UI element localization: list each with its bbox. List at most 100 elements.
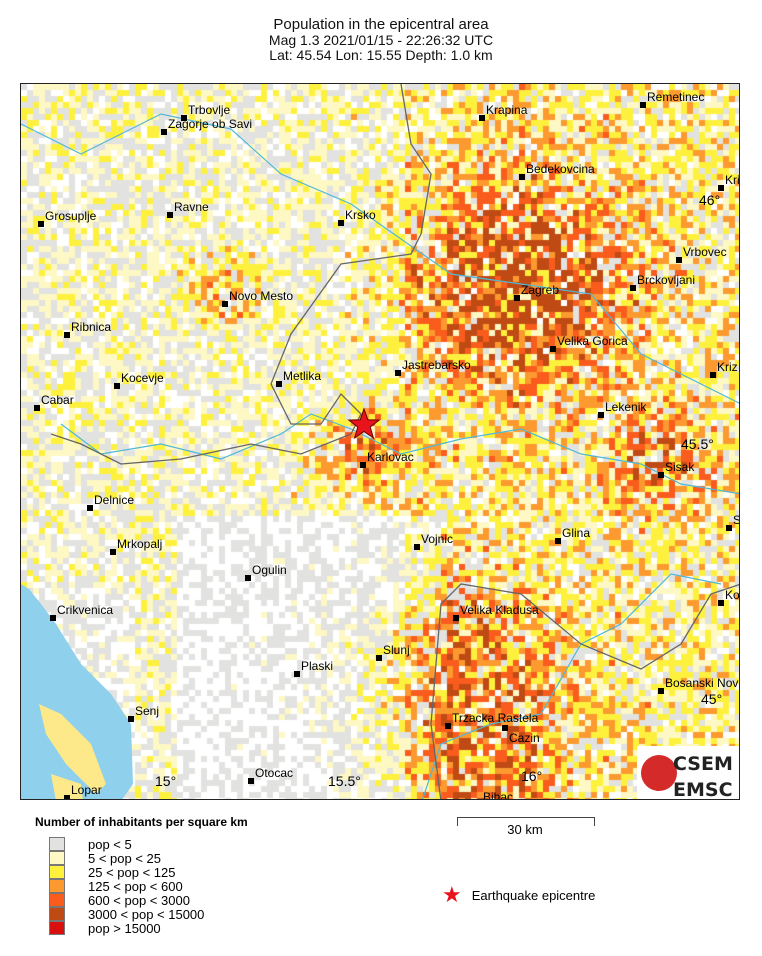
svg-text:EMSC: EMSC [673,779,733,800]
city-name: Krapina [486,103,528,117]
city-marker [294,671,300,677]
city-name: Delnice [94,493,135,507]
city-name: Grosuplje [45,209,97,223]
city-name: Cabar [41,393,74,407]
lon-tick: 15.5° [328,773,361,789]
city-marker [445,723,451,729]
legend-item: 5 < pop < 25 [35,850,248,866]
city-name: Sisak [665,460,695,474]
legend-swatch [49,837,65,851]
lon-tick: 15° [155,773,177,789]
scale-bar [457,817,595,826]
legend-item: 125 < pop < 600 [35,878,248,894]
legend-swatch [49,921,65,935]
legend-swatch [49,907,65,921]
city-name: Cazin [509,731,540,745]
city-marker [167,212,173,218]
city-name: Mrkopalj [117,537,163,551]
river [60,413,739,495]
city-marker [245,575,251,581]
city-name: Vojnic [421,532,454,546]
map-title: Population in the epicentral area [273,16,489,33]
legend-item: 25 < pop < 125 [35,864,248,880]
population-density-layer [21,84,739,799]
legend-label: pop > 15000 [88,920,161,936]
city-name: Krsko [345,208,376,222]
legend-item: 600 < pop < 3000 [35,893,248,908]
legend-swatch [49,879,65,893]
legend-label: 5 < pop < 25 [88,850,162,866]
city-name: Ogulin [252,563,287,577]
city-marker [222,301,228,307]
star-icon: ★ [442,882,462,907]
city-marker [128,716,134,722]
city-name: Jastrebarsko [402,358,471,372]
legend-label: pop < 5 [88,836,132,852]
city-name: Lekenik [605,400,647,414]
legend-item: 3000 < pop < 15000 [35,906,248,922]
city-marker [479,115,485,121]
city-marker [676,257,682,263]
city-marker [64,795,70,799]
city-name: Trzacka Rastela [452,711,539,725]
legend: Number of inhabitants per square km pop … [35,815,248,936]
legend-title: Number of inhabitants per square km [35,815,248,829]
city-name: Novo Mesto [229,289,294,303]
river [422,573,722,799]
city-name: Velika Gorica [557,334,628,348]
city-marker [502,725,508,731]
city-name: Plaski [301,659,334,673]
lat-tick: 46° [699,192,721,208]
legend-swatch [49,893,65,907]
lat-tick: 45.5° [681,436,714,452]
epicentre-legend: ★ Earthquake epicentre [442,882,595,908]
city-name: Trbovlje [188,103,231,117]
city-marker [276,381,282,387]
city-marker [34,405,40,411]
city-marker [248,778,254,784]
legend-label: 25 < pop < 125 [88,864,176,880]
city-marker [718,185,724,191]
city-marker [338,220,344,226]
city-marker [519,174,525,180]
city-marker [550,346,556,352]
city-name: Kocevje [121,371,164,385]
legend-item: pop < 5 [35,836,248,852]
legend-item: pop > 15000 [35,920,248,936]
city-name: Otocac [255,766,294,780]
city-name: Bosanski Nov [665,676,739,690]
city-marker [453,615,459,621]
legend-swatch [49,865,65,879]
city-name: Karlovac [367,450,414,464]
city-name: Senj [135,704,160,718]
sea [21,584,133,799]
city-marker [114,383,120,389]
border [430,583,739,799]
lat-tick: 45° [701,691,723,707]
city-marker [161,129,167,135]
city-marker [50,615,56,621]
city-marker [598,412,604,418]
border [50,84,432,465]
city-marker [640,102,646,108]
legend-swatch [49,851,65,865]
legend-label: 125 < pop < 600 [88,878,183,894]
city-marker [726,525,732,531]
epicentre-label: Earthquake epicentre [471,887,596,903]
legend-label: 3000 < pop < 15000 [88,906,205,922]
city-name: Vrbovec [683,245,727,259]
city-name: Ravne [174,200,209,214]
city-name: Kriz [725,173,740,187]
scale-label: 30 km [507,822,543,837]
city-name: Slunj [383,643,410,657]
city-name: Glina [562,526,591,540]
city-marker [38,221,44,227]
city-marker [710,372,716,378]
city-marker [181,115,187,121]
event-info: Mag 1.3 2021/01/15 - 22:26:32 UTC [268,32,494,48]
city-marker [514,295,520,301]
city-marker [110,549,116,555]
city-name: Bihac [483,790,514,800]
city-marker [555,538,561,544]
city-name: Remetinec [647,90,705,104]
